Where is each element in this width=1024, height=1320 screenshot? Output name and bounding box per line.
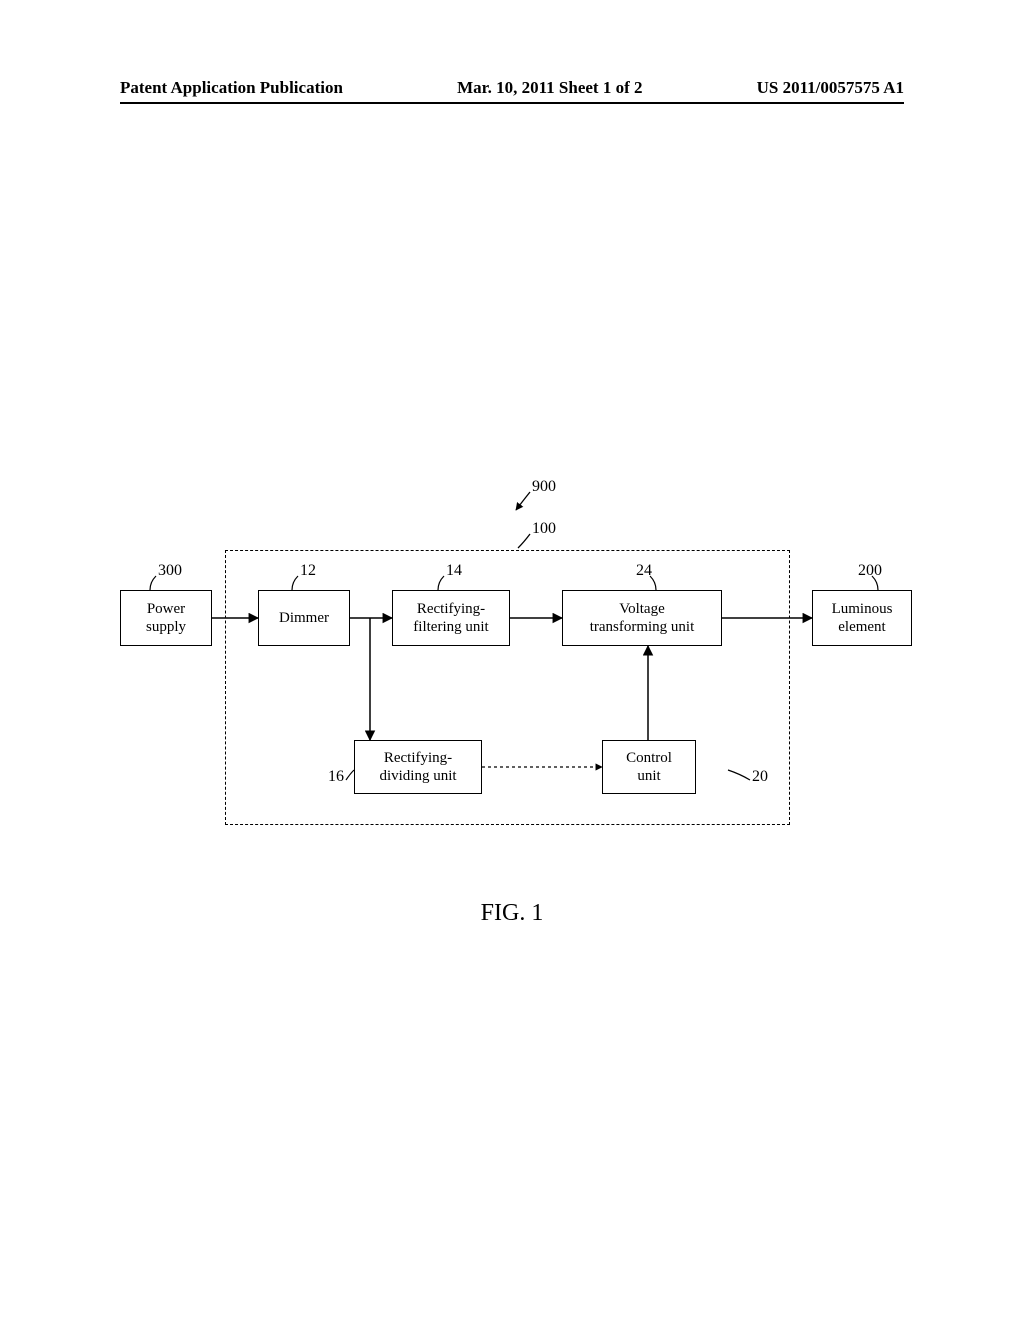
block-label: Rectifying-dividing unit bbox=[379, 749, 456, 785]
block-control-unit: Controlunit bbox=[602, 740, 696, 794]
header-left: Patent Application Publication bbox=[120, 78, 343, 98]
block-voltage-transforming: Voltagetransforming unit bbox=[562, 590, 722, 646]
ref-20: 20 bbox=[752, 768, 768, 786]
header-rule bbox=[120, 102, 904, 104]
block-luminous-element: Luminouselement bbox=[812, 590, 912, 646]
header-right: US 2011/0057575 A1 bbox=[757, 78, 904, 98]
ref-200: 200 bbox=[858, 562, 882, 580]
block-label: Voltagetransforming unit bbox=[590, 600, 695, 636]
ref-900: 900 bbox=[532, 478, 556, 496]
block-power-supply: Powersupply bbox=[120, 590, 212, 646]
ref-24: 24 bbox=[636, 562, 652, 580]
block-label: Luminouselement bbox=[832, 600, 893, 636]
figure-caption: FIG. 1 bbox=[0, 900, 1024, 927]
block-dimmer: Dimmer bbox=[258, 590, 350, 646]
page-header: Patent Application Publication Mar. 10, … bbox=[0, 78, 1024, 98]
block-rectifying-dividing: Rectifying-dividing unit bbox=[354, 740, 482, 794]
block-label: Dimmer bbox=[279, 609, 329, 627]
ref-14: 14 bbox=[446, 562, 462, 580]
ref-12: 12 bbox=[300, 562, 316, 580]
block-label: Rectifying-filtering unit bbox=[413, 600, 488, 636]
block-rectifying-filtering: Rectifying-filtering unit bbox=[392, 590, 510, 646]
ref-16: 16 bbox=[328, 768, 344, 786]
ref-100: 100 bbox=[532, 520, 556, 538]
block-label: Controlunit bbox=[626, 749, 672, 785]
header-center: Mar. 10, 2011 Sheet 1 of 2 bbox=[457, 78, 642, 98]
page: Patent Application Publication Mar. 10, … bbox=[0, 0, 1024, 1320]
block-label: Powersupply bbox=[146, 600, 186, 636]
ref-300: 300 bbox=[158, 562, 182, 580]
